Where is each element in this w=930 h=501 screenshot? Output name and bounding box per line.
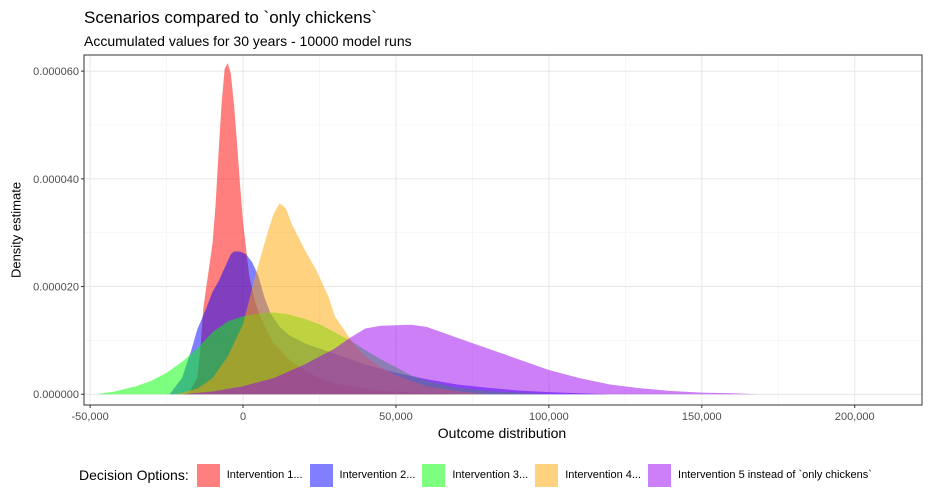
- legend-swatch: [648, 463, 672, 487]
- legend-item-intervention-2: Intervention 2...: [309, 463, 416, 487]
- legend-item-intervention-4: Intervention 4...: [535, 463, 642, 487]
- legend-swatch: [309, 463, 333, 487]
- legend-label: Intervention 2...: [339, 469, 416, 481]
- x-tick-label: 150,000: [682, 411, 722, 423]
- legend-label: Intervention 4...: [565, 469, 642, 481]
- legend-item-intervention-1: Intervention 1...: [196, 463, 303, 487]
- density-area-intervention-5: [181, 324, 757, 395]
- x-tick-label: 200,000: [835, 411, 875, 423]
- y-tick-label: 0.000060: [33, 66, 79, 78]
- x-axis-label: Outcome distribution: [437, 425, 567, 441]
- legend-item-intervention-5: Intervention 5 instead of `only chickens…: [648, 463, 872, 487]
- density-areas: [96, 63, 757, 395]
- y-tick-label: 0.000040: [33, 174, 79, 186]
- y-tick-label: 0.000000: [33, 389, 79, 401]
- chart-title: Scenarios compared to `only chickens`: [84, 8, 377, 27]
- legend-swatch: [196, 463, 220, 487]
- legend-swatch: [535, 463, 559, 487]
- legend-label: Intervention 3...: [452, 469, 529, 481]
- axes: -50,000 0 50,000 100,000 150,000 200,000 0.000…: [33, 66, 874, 423]
- chart-subtitle: Accumulated values for 30 years - 10000 …: [84, 33, 412, 49]
- x-tick-label: 50,000: [379, 411, 413, 423]
- x-tick-label: 100,000: [529, 411, 569, 423]
- x-tick-label: 0: [240, 411, 246, 423]
- legend-swatch: [422, 463, 446, 487]
- legend-label: Intervention 5 instead of `only chickens…: [678, 469, 872, 481]
- legend-label: Intervention 1...: [226, 469, 303, 481]
- panel-border: [83, 54, 923, 406]
- legend-item-intervention-3: Intervention 3...: [422, 463, 529, 487]
- x-tick-label: -50,000: [71, 411, 108, 423]
- legend: Decision Options: Intervention 1... Inter…: [79, 462, 879, 488]
- density-area-intervention-4: [175, 203, 488, 395]
- legend-title: Decision Options:: [79, 467, 189, 483]
- y-tick-label: 0.000020: [33, 282, 79, 294]
